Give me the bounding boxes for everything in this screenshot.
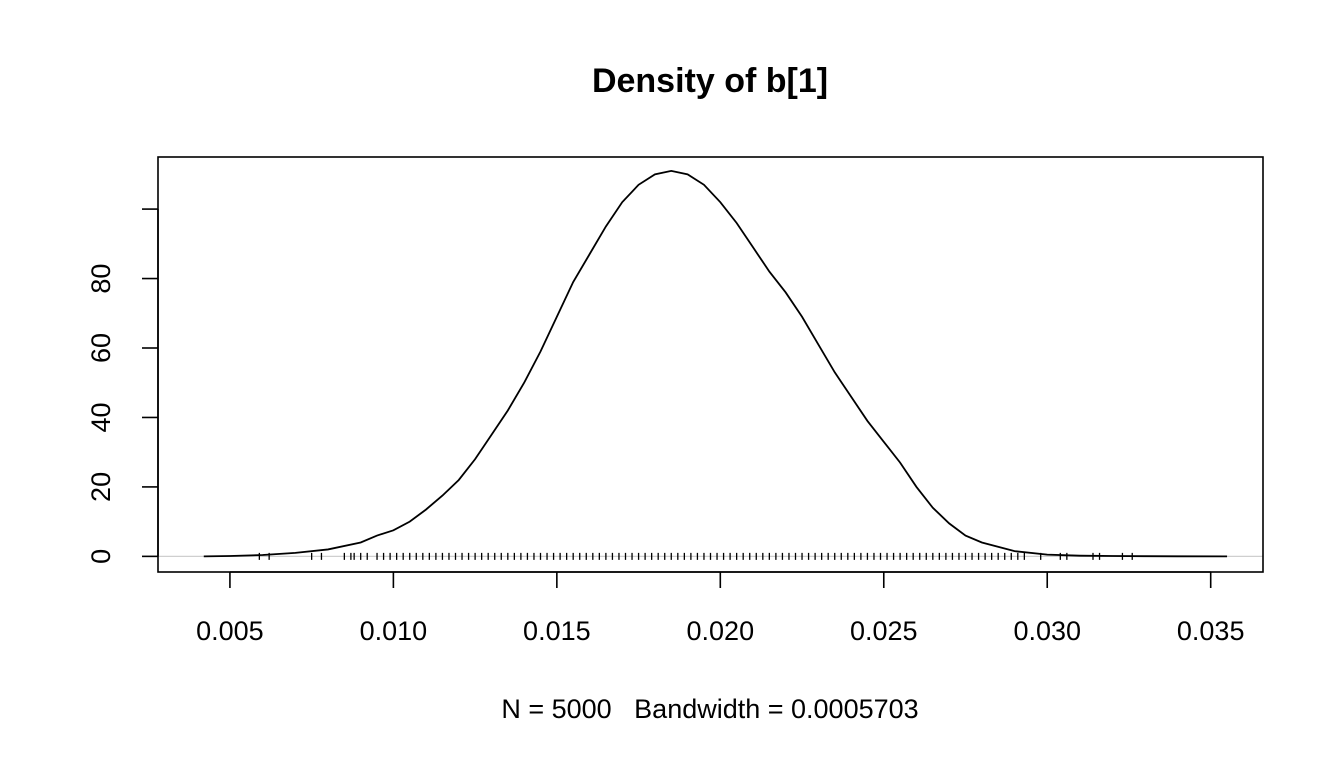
y-axis: 0 20 40 60 80	[86, 208, 159, 564]
y-tick-label: 60	[86, 333, 116, 363]
x-tick-label: 0.030	[1013, 616, 1081, 646]
x-tick-label: 0.020	[687, 616, 755, 646]
chart-title: Density of b[1]	[592, 62, 828, 100]
y-tick-label: 0	[86, 549, 116, 564]
x-tick-label: 0.005	[196, 616, 264, 646]
x-tick-label: 0.035	[1177, 616, 1245, 646]
y-tick-label: 80	[86, 264, 116, 294]
density-curve	[203, 169, 1228, 558]
x-tick-label: 0.015	[523, 616, 591, 646]
x-tick-label: 0.025	[850, 616, 918, 646]
x-axis-label: N = 5000 Bandwidth = 0.0005703	[501, 694, 918, 724]
x-tick-label: 0.010	[360, 616, 428, 646]
y-tick-label: 40	[86, 402, 116, 432]
y-tick-label: 20	[86, 472, 116, 502]
plot-frame	[157, 156, 1264, 573]
x-axis: 0.005 0.010 0.015 0.020 0.025 0.030 0.035	[196, 571, 1245, 646]
rug-marks	[258, 552, 1133, 560]
